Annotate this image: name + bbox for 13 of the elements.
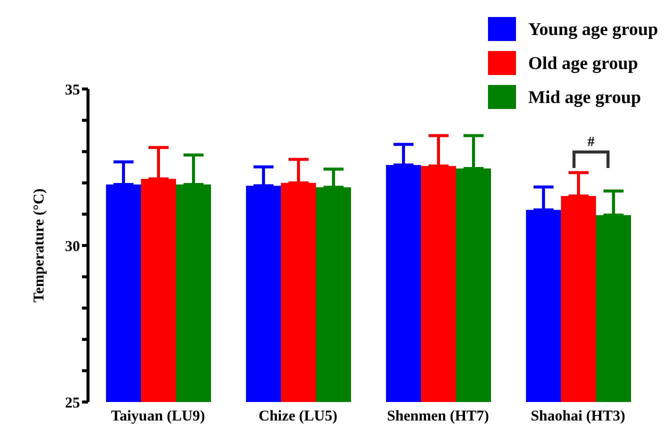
legend-label: Mid age group bbox=[528, 86, 641, 108]
y-axis-title: Temperature (°C) bbox=[31, 188, 48, 302]
y-tick-label: 35 bbox=[65, 82, 80, 98]
annotation: # bbox=[588, 135, 594, 150]
x-tick-label: Chize (LU5) bbox=[258, 408, 338, 425]
legend-label: Young age group bbox=[528, 18, 658, 40]
x-tick-label: Shaohai (HT3) bbox=[530, 408, 626, 425]
legend-label: Old age group bbox=[528, 52, 638, 74]
y-tick-label: 25 bbox=[65, 395, 80, 412]
bracket: # bbox=[568, 130, 616, 170]
x-tick-label: Shenmen (HT7) bbox=[386, 408, 490, 425]
y-tick-label: 30 bbox=[65, 238, 80, 255]
x-tick-label: Taiyuan (LU9) bbox=[110, 408, 206, 425]
